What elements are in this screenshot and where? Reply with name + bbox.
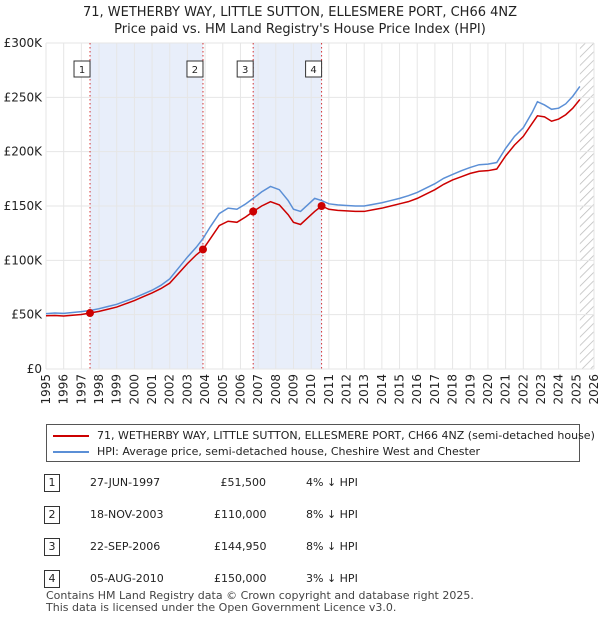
sale-date: 22-SEP-2006	[90, 540, 161, 553]
x-tick-label: 2024	[552, 374, 566, 405]
sale-marker: 4	[44, 570, 60, 588]
x-tick-label: 2017	[428, 374, 442, 405]
sale-hpi-diff: 3% ↓ HPI	[306, 572, 358, 585]
legend-item-property: 71, WETHERBY WAY, LITTLE SUTTON, ELLESME…	[53, 428, 595, 444]
x-tick-label: 2018	[446, 374, 460, 405]
footer-line-1: Contains HM Land Registry data © Crown c…	[46, 589, 474, 602]
x-tick-label: 2025	[569, 374, 583, 405]
title-line-2: Price paid vs. HM Land Registry's House …	[114, 22, 486, 37]
sale-price: £144,950	[214, 540, 267, 553]
x-tick-label: 2015	[393, 374, 407, 405]
sale-marker-box-frame	[186, 60, 204, 78]
y-tick-label: £100K	[4, 253, 44, 267]
legend-label-hpi: HPI: Average price, semi-detached house,…	[97, 445, 481, 458]
sale-price: £51,500	[220, 476, 267, 489]
sale-marker: 1	[44, 474, 60, 492]
x-tick-label: 1997	[74, 374, 88, 405]
x-tick-label: 2010	[304, 374, 318, 405]
table-row: 4 05-AUG-2010 £150,000 3% ↓ HPI	[44, 570, 464, 588]
x-tick-label: 1998	[92, 374, 106, 405]
table-row: 1 27-JUN-1997 £51,500 4% ↓ HPI	[44, 474, 464, 492]
x-tick-label: 2020	[481, 374, 495, 405]
sale-point-1	[86, 309, 95, 318]
sale-hpi-diff: 4% ↓ HPI	[306, 476, 358, 489]
footer: Contains HM Land Registry data © Crown c…	[46, 590, 474, 614]
sale-marker-box-label: 4	[310, 65, 316, 76]
sale-marker-box-3: 3	[236, 60, 254, 78]
sale-hpi-diff: 8% ↓ HPI	[306, 540, 358, 553]
sale-marker-box-4: 4	[305, 60, 323, 78]
x-tick-label: 2009	[286, 374, 300, 405]
table-row: 2 18-NOV-2003 £110,000 8% ↓ HPI	[44, 506, 464, 524]
x-tick-label: 2022	[516, 374, 530, 405]
table-row: 3 22-SEP-2006 £144,950 8% ↓ HPI	[44, 538, 464, 556]
sale-point-3	[249, 207, 258, 216]
sale-hpi-diff: 8% ↓ HPI	[306, 508, 358, 521]
x-tick-label: 1999	[110, 374, 124, 405]
x-tick-label: 2003	[180, 374, 194, 405]
x-tick-label: 2008	[269, 374, 283, 405]
chart-title: 71, WETHERBY WAY, LITTLE SUTTON, ELLESME…	[0, 4, 600, 38]
x-tick-label: 2005	[216, 374, 230, 405]
x-tick-label: 2013	[357, 374, 371, 405]
x-tick-label: 2007	[251, 374, 265, 405]
sale-marker-box-1: 1	[73, 60, 91, 78]
sale-date: 27-JUN-1997	[90, 476, 161, 489]
x-tick-label: 2021	[499, 374, 513, 405]
footer-line-2: This data is licensed under the Open Gov…	[46, 601, 397, 614]
y-tick-label: £50K	[11, 308, 43, 322]
x-tick-label: 2006	[233, 374, 247, 405]
sale-point-2	[198, 245, 207, 254]
x-tick-label: 1995	[39, 374, 53, 405]
y-tick-label: £200K	[4, 145, 44, 159]
x-tick-label: 2014	[375, 374, 389, 405]
x-tick-label: 2000	[127, 374, 141, 405]
legend: 71, WETHERBY WAY, LITTLE SUTTON, ELLESME…	[46, 424, 595, 462]
legend-swatch-hpi	[53, 451, 89, 453]
sale-marker-box-label: 1	[79, 65, 85, 76]
sale-price: £110,000	[214, 508, 267, 521]
sale-date: 18-NOV-2003	[90, 508, 164, 521]
legend-label-property: 71, WETHERBY WAY, LITTLE SUTTON, ELLESME…	[97, 429, 595, 442]
sale-price: £150,000	[214, 572, 267, 585]
legend-swatch-property	[53, 435, 89, 437]
sale-marker-box-2: 2	[186, 60, 204, 78]
price-chart: 1 2 3 4 £0 £50K £100K £150K £200K £250K £300K 1995 1…	[4, 36, 600, 405]
title-line-1: 71, WETHERBY WAY, LITTLE SUTTON, ELLESME…	[82, 5, 518, 20]
y-tick-label: £0	[27, 362, 42, 376]
x-tick-label: 2011	[322, 374, 336, 405]
sale-marker-box-frame	[236, 60, 254, 78]
x-tick-label: 2004	[198, 374, 212, 405]
sale-date: 05-AUG-2010	[90, 572, 164, 585]
y-tick-label: £300K	[4, 36, 44, 50]
sale-marker: 3	[44, 538, 60, 556]
sale-marker-box-frame	[73, 60, 91, 78]
sale-marker-box-label: 2	[192, 65, 198, 76]
sale-marker: 2	[44, 506, 60, 524]
x-tick-label: 1996	[57, 374, 71, 405]
x-tick-label: 2016	[410, 374, 424, 405]
x-tick-label: 2023	[534, 374, 548, 405]
x-tick-label: 2002	[163, 374, 177, 405]
hpi-series-line	[46, 86, 581, 315]
sale-marker-box-frame	[305, 60, 323, 78]
x-tick-label: 2019	[463, 374, 477, 405]
y-tick-label: £250K	[4, 90, 44, 104]
x-tick-label: 2026	[587, 374, 600, 405]
sale-point-4	[317, 202, 326, 210]
property-series-line	[46, 99, 581, 317]
y-tick-label: £150K	[4, 199, 44, 213]
legend-item-hpi: HPI: Average price, semi-detached house,…	[53, 444, 480, 460]
sale-marker-box-label: 3	[242, 65, 248, 76]
x-tick-label: 2012	[340, 374, 354, 405]
x-tick-label: 2001	[145, 374, 159, 405]
